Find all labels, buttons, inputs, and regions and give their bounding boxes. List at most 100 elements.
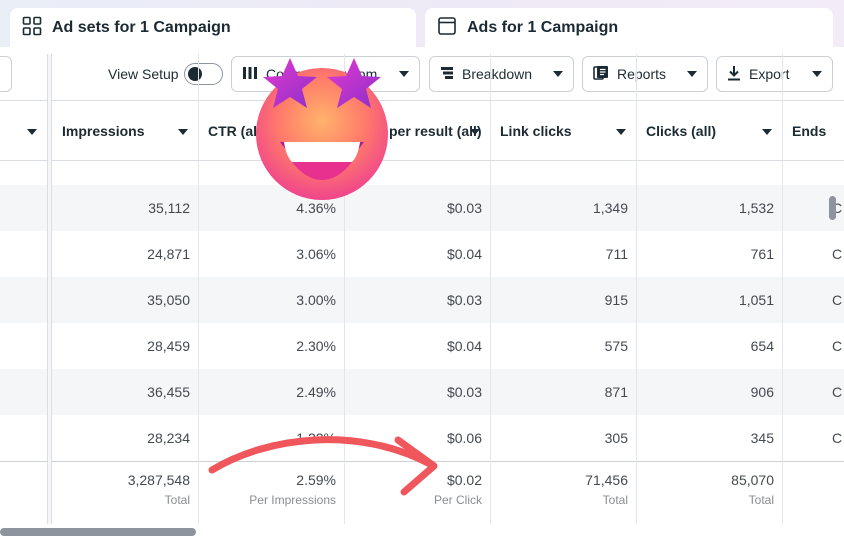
table-header: Impressions CTR (all) Cost per result (a… [0, 101, 844, 161]
view-setup-toggle[interactable] [184, 63, 223, 85]
cell-ctr: 4.36% [296, 200, 336, 216]
vertical-scrollbar[interactable] [829, 196, 836, 220]
chevron-down-icon [470, 129, 480, 135]
column-header-link-clicks[interactable]: Link clicks [490, 101, 636, 161]
total-value: 71,456 [585, 472, 628, 488]
column-header-impressions[interactable]: Impressions [52, 101, 198, 161]
column-header-label: Impressions [62, 123, 145, 139]
tab-ad-sets[interactable]: Ad sets for 1 Campaign [10, 8, 416, 48]
cell-cost: $0.03 [446, 200, 482, 216]
column-header-label: CTR (all) [208, 123, 266, 139]
cell-link-clicks: 915 [604, 292, 628, 308]
chevron-down-icon [27, 129, 37, 135]
cell-clicks: 906 [750, 384, 774, 400]
breakdown-label: Breakdown [462, 66, 533, 82]
total-clicks: 85,070 Total [636, 462, 782, 528]
column-divider [782, 54, 783, 524]
cell-impressions: 36,455 [147, 384, 190, 400]
columns-icon [242, 66, 258, 83]
total-sublabel: Per Click [433, 493, 482, 507]
column-header-label: Link clicks [500, 123, 572, 139]
chevron-down-icon [616, 129, 626, 135]
column-header-label: Ends [792, 123, 827, 139]
cell-link-clicks: 305 [604, 430, 628, 446]
total-ctr: 2.59% Per Impressions [198, 462, 344, 528]
table-row[interactable]: 35,050 3.00% $0.03 915 1,051 C [0, 277, 844, 323]
table-row[interactable]: 28,459 2.30% $0.04 575 654 C [0, 323, 844, 369]
total-sublabel: Total [748, 493, 774, 507]
cell-cost: $0.04 [446, 246, 482, 262]
total-link-clicks: 71,456 Total [490, 462, 636, 528]
column-divider [198, 54, 199, 524]
cell-link-clicks: 871 [604, 384, 628, 400]
table-row[interactable]: 36,455 2.49% $0.03 871 906 C [0, 369, 844, 415]
cell-clicks: 761 [750, 246, 774, 262]
export-button[interactable]: Export [716, 56, 833, 92]
chevron-down-icon [399, 71, 409, 77]
tab-ads[interactable]: Ads for 1 Campaign [425, 8, 833, 48]
view-setup-label: View Setup [108, 66, 179, 82]
cell-link-clicks: 711 [605, 246, 628, 262]
cell-cost: $0.03 [446, 292, 482, 308]
total-value: 85,070 [731, 472, 774, 488]
chevron-down-icon [553, 71, 563, 77]
cell-cost: $0.03 [446, 384, 482, 400]
cell-clicks: 1,532 [738, 200, 774, 216]
tab-label: Ads for 1 Campaign [467, 19, 619, 36]
cell-impressions: 24,871 [147, 246, 190, 262]
cell-cost: $0.04 [446, 338, 482, 354]
reports-label: Reports [617, 66, 667, 82]
ad-window-icon [437, 16, 467, 41]
chevron-down-icon [762, 129, 772, 135]
column-divider [490, 54, 491, 524]
cell-ctr: 3.00% [296, 292, 336, 308]
table-row[interactable]: 35,112 4.36% $0.03 1,349 1,532 C [0, 185, 844, 231]
cell-ends: C [832, 200, 843, 216]
reports-icon [593, 65, 609, 84]
table-row[interactable]: 24,871 3.06% $0.04 711 761 C [0, 231, 844, 277]
column-header-label: Clicks (all) [646, 123, 717, 139]
total-value: $0.02 [446, 472, 482, 488]
breakdown-icon [440, 66, 454, 83]
cell-impressions: 35,112 [148, 200, 190, 216]
column-header-clicks[interactable]: Clicks (all) [636, 101, 782, 161]
column-header-ends[interactable]: Ends [782, 101, 844, 161]
chevron-down-icon [812, 71, 822, 77]
column-header-ctr[interactable]: CTR (all) [198, 101, 344, 161]
column-divider [636, 54, 637, 524]
reports-button[interactable]: Reports [582, 56, 708, 92]
total-cost: $0.02 Per Click [344, 462, 490, 528]
total-sublabel: Per Impressions [249, 493, 336, 507]
total-sublabel: Total [164, 493, 190, 507]
cell-clicks: 654 [750, 338, 774, 354]
star-struck-emoji-icon [256, 58, 388, 200]
cell-cost: $0.06 [446, 430, 482, 446]
cell-ends: C [832, 430, 843, 446]
cell-link-clicks: 1,349 [592, 200, 628, 216]
total-impressions: 3,287,548 Total [52, 462, 198, 528]
column-header-name[interactable] [0, 101, 47, 161]
download-icon [727, 65, 741, 84]
cell-impressions: 28,234 [147, 430, 190, 446]
cell-ctr: 3.06% [296, 246, 336, 262]
chevron-down-icon [687, 71, 697, 77]
cell-ends: C [832, 338, 843, 354]
cell-clicks: 345 [750, 430, 774, 446]
search-box[interactable] [0, 56, 12, 92]
cell-clicks: 1,051 [738, 292, 774, 308]
chevron-down-icon [178, 129, 188, 135]
cell-ends: C [832, 292, 843, 308]
breakdown-button[interactable]: Breakdown [429, 56, 574, 92]
tab-label: Ad sets for 1 Campaign [52, 19, 231, 36]
cell-impressions: 28,459 [147, 338, 190, 354]
toggle-knob [188, 67, 202, 81]
horizontal-scrollbar[interactable] [0, 528, 196, 536]
cell-link-clicks: 575 [604, 338, 628, 354]
total-value: 2.59% [296, 472, 336, 488]
toolbar: View Setup Columns: Custom [0, 47, 844, 101]
cell-ends: C [832, 384, 843, 400]
total-sublabel: Total [602, 493, 628, 507]
grid-icon [22, 16, 52, 41]
export-label: Export [749, 66, 790, 82]
cell-ctr: 2.30% [296, 338, 336, 354]
